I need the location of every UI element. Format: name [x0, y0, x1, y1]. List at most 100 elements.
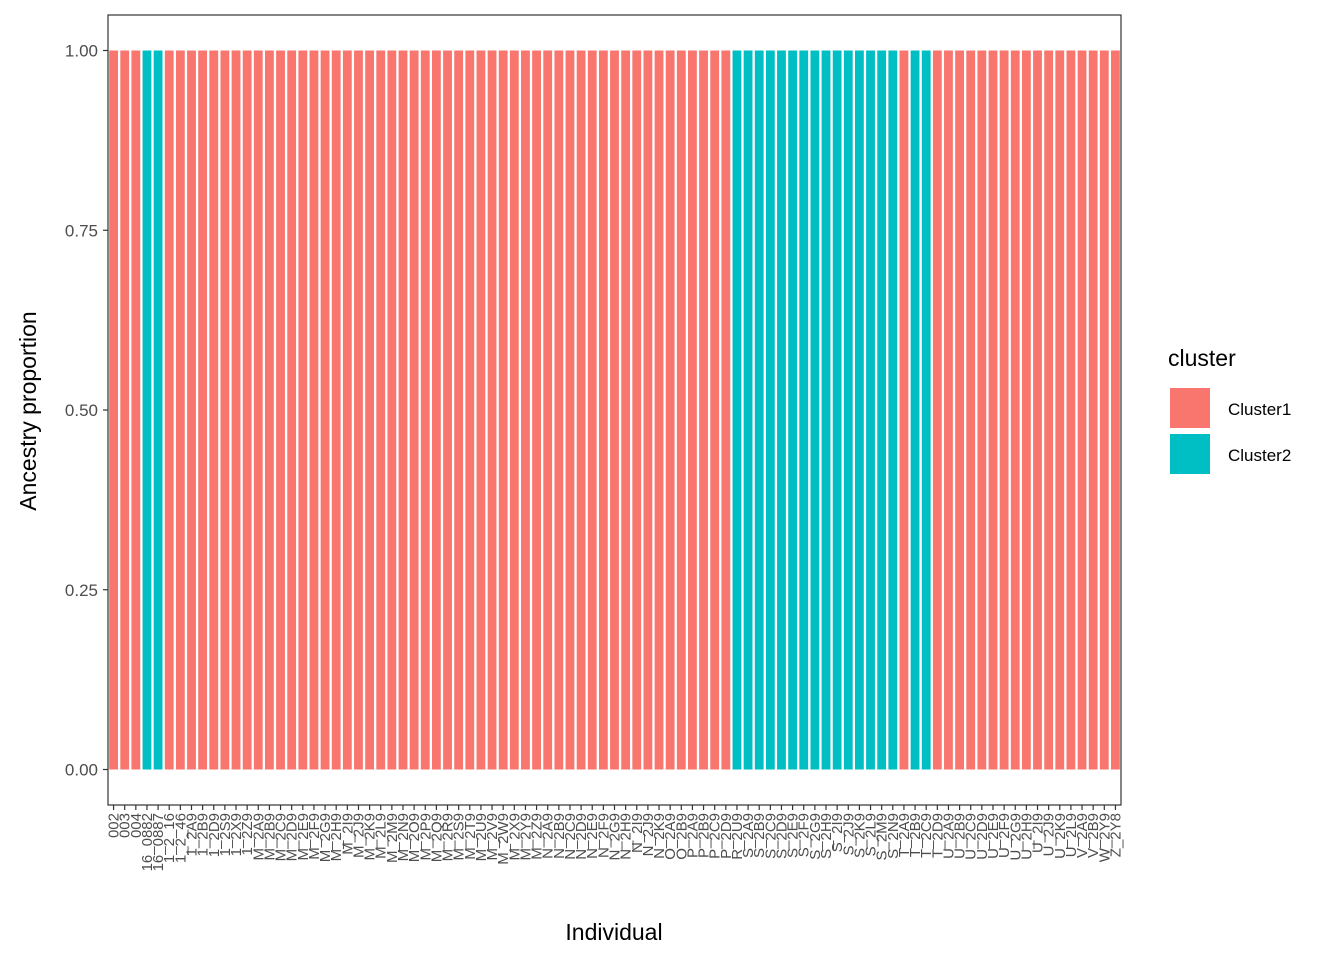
x-tick-label: T_2B9: [907, 813, 924, 857]
y-tick-label: 0.50: [65, 401, 98, 420]
bar-U_2G9-Cluster1: [1010, 50, 1020, 770]
bar-1_2A9-Cluster1: [187, 50, 196, 770]
x-tick-label: M_2B9: [261, 813, 278, 861]
x-tick-label: M_2O9: [406, 813, 423, 862]
bar-M_2U9-Cluster1: [476, 50, 486, 770]
x-tick-label: N_2G9: [607, 813, 624, 861]
x-tick-label: M_2Q9: [428, 813, 445, 862]
x-tick-label: S_2A9: [740, 813, 757, 858]
x-tick-label: S_2J9: [840, 813, 857, 856]
x-tick-label: U_2K9: [1052, 813, 1069, 859]
x-tick-label: M_2X9: [506, 813, 523, 861]
bar-N_2K9-Cluster1: [654, 50, 664, 770]
x-tick-label: O_2B9: [673, 813, 690, 860]
bar-M_2O9-Cluster1: [409, 50, 419, 770]
x-tick-label: U_2G9: [1007, 813, 1024, 861]
x-tick-label: U_2I9: [1030, 813, 1047, 853]
x-tick-label: M_2C9: [273, 813, 290, 861]
bar-M_2R9-Cluster1: [443, 50, 452, 770]
x-tick-label: S_2K9: [851, 813, 868, 858]
bar-1_2S9-Cluster1: [220, 50, 230, 770]
x-tick-label: T_2C9: [918, 813, 935, 858]
bar-S_2N9-Cluster2: [888, 50, 898, 770]
y-axis-title: Ancestry proportion: [15, 311, 41, 510]
x-tick-label: M_2J9: [350, 813, 367, 858]
bar-16_0882-Cluster2: [142, 50, 152, 770]
x-tick-label: W_2Y9: [1096, 813, 1113, 862]
bar-S_2B9-Cluster2: [754, 50, 764, 770]
x-tick-label: M_2N9: [395, 813, 412, 861]
x-tick-label: R_2U9: [729, 813, 746, 860]
bar-M_2A9-Cluster1: [253, 50, 263, 770]
y-axis: 0.00 0.25 0.50 0.75 1.00: [65, 42, 108, 780]
x-tick-label: 004: [128, 813, 145, 838]
x-tick-label: M_2D9: [284, 813, 301, 861]
legend-label-cluster1: Cluster1: [1228, 400, 1291, 419]
bar-M_2N9-Cluster1: [398, 50, 408, 770]
x-tick-label: N_2A9: [540, 813, 557, 859]
bar-U_2J9-Cluster1: [1044, 50, 1054, 770]
bar-Z_2Y8-Cluster1: [1111, 50, 1120, 770]
x-tick-label: 1_2A9: [183, 813, 200, 856]
x-tick-label: N_2I9: [629, 813, 646, 853]
x-tick-label: N_2D9: [573, 813, 590, 860]
x-tick-label: M_2K9: [362, 813, 379, 861]
bars-layer: [109, 50, 1120, 770]
x-tick-label: 1_2Z9: [239, 813, 256, 856]
x-tick-label: U_2A9: [940, 813, 957, 859]
x-tick-label: 1_2S9: [217, 813, 234, 856]
bar-N_2H9-Cluster1: [621, 50, 631, 770]
bar-16_0887-Cluster2: [153, 50, 163, 770]
bar-N_2D9-Cluster1: [576, 50, 586, 770]
legend-title: cluster: [1168, 345, 1236, 371]
x-tick-label: 1_2_16: [161, 813, 178, 863]
bar-S_2H9-Cluster2: [821, 50, 831, 770]
x-tick-label: S_2F9: [796, 813, 813, 857]
bar-W_2Y9-Cluster1: [1099, 50, 1109, 770]
bar-V_2A9-Cluster1: [1077, 50, 1087, 770]
bar-U_2A9-Cluster1: [944, 50, 953, 770]
bar-N_2C9-Cluster1: [565, 50, 575, 770]
x-tick-label: N_2H9: [618, 813, 635, 860]
legend-key-cluster1: [1170, 388, 1210, 428]
bar-U_2F9-Cluster1: [999, 50, 1009, 770]
bar-N_2B9-Cluster1: [554, 50, 564, 770]
bar-T_2D9-Cluster1: [932, 50, 942, 770]
bar-1_2_46-Cluster1: [175, 50, 185, 770]
bar-U_2K9-Cluster1: [1055, 50, 1065, 770]
bar-N_2E9-Cluster1: [587, 50, 597, 770]
bar-O_2B9-Cluster1: [676, 50, 686, 770]
x-tick-label: S_2E9: [785, 813, 802, 858]
bar-S_2L9-Cluster2: [866, 50, 875, 770]
bar-S_2D9-Cluster2: [777, 50, 786, 770]
bar-V_2B9-Cluster1: [1088, 50, 1098, 770]
bar-U_2C9-Cluster1: [966, 50, 976, 770]
x-tick-label: M_2F9: [306, 813, 323, 860]
bar-S_2K9-Cluster2: [854, 50, 864, 770]
x-tick-label: U_2J9: [1041, 813, 1058, 856]
x-tick-label: 16_0882: [139, 813, 156, 871]
x-tick-label: 16_0887: [150, 813, 167, 871]
bar-N_2F9-Cluster1: [598, 50, 608, 770]
x-tick-label: U_2B9: [952, 813, 969, 859]
x-tick-label: P_2C9: [707, 813, 724, 859]
x-tick-label: N_2B9: [551, 813, 568, 859]
x-tick-label: S_2M9: [874, 813, 891, 861]
bar-M_2Q9-Cluster1: [431, 50, 441, 770]
x-tick-label: S_2H9: [818, 813, 835, 859]
bar-S_2E9-Cluster2: [788, 50, 798, 770]
x-tick-label: N_2C9: [562, 813, 579, 860]
x-tick-label: M_2U9: [473, 813, 490, 861]
bar-S_2I9-Cluster2: [832, 50, 842, 770]
bar-002-Cluster1: [109, 50, 118, 770]
x-tick-label: S_2D9: [773, 813, 790, 859]
bar-M_2D9-Cluster1: [287, 50, 297, 770]
x-tick-label: M_2W9: [495, 813, 512, 865]
x-tick-label: 1_2_46: [172, 813, 189, 863]
x-tick-label: V_2B9: [1085, 813, 1102, 858]
x-tick-label: S_2B9: [751, 813, 768, 858]
x-tick-label: N_2E9: [584, 813, 601, 859]
bar-1_2Z9-Cluster1: [242, 50, 252, 770]
x-tick-label: M_2Z9: [529, 813, 546, 860]
x-tick-label: Z_2Y8: [1107, 813, 1124, 857]
